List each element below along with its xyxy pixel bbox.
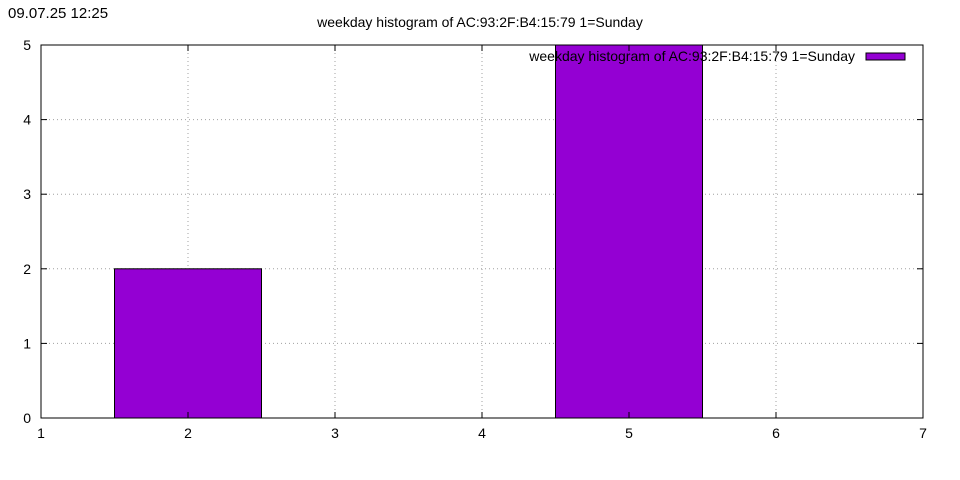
- grid-lines: [41, 45, 923, 418]
- x-tick-label: 1: [37, 425, 45, 441]
- y-tick-label: 1: [23, 335, 31, 351]
- y-tick-label: 4: [23, 112, 31, 128]
- legend-swatch: [865, 52, 906, 61]
- x-tick-label: 3: [331, 425, 339, 441]
- legend-label: weekday histogram of AC:93:2F:B4:15:79 1…: [528, 48, 855, 64]
- x-tick-label: 2: [184, 425, 192, 441]
- x-tick-label: 6: [772, 425, 780, 441]
- y-tick-label: 0: [23, 410, 31, 426]
- bars: [114, 44, 703, 419]
- x-tick-label: 4: [478, 425, 486, 441]
- chart-title: weekday histogram of AC:93:2F:B4:15:79 1…: [316, 14, 643, 30]
- legend: weekday histogram of AC:93:2F:B4:15:79 1…: [528, 48, 906, 64]
- y-tick-label: 5: [23, 37, 31, 53]
- x-tick-label: 7: [919, 425, 927, 441]
- histogram-bar: [114, 268, 262, 419]
- timestamp: 09.07.25 12:25: [8, 5, 108, 22]
- histogram-bar: [555, 44, 703, 419]
- y-tick-label: 2: [23, 261, 31, 277]
- x-tick-label: 5: [625, 425, 633, 441]
- y-tick-label: 3: [23, 186, 31, 202]
